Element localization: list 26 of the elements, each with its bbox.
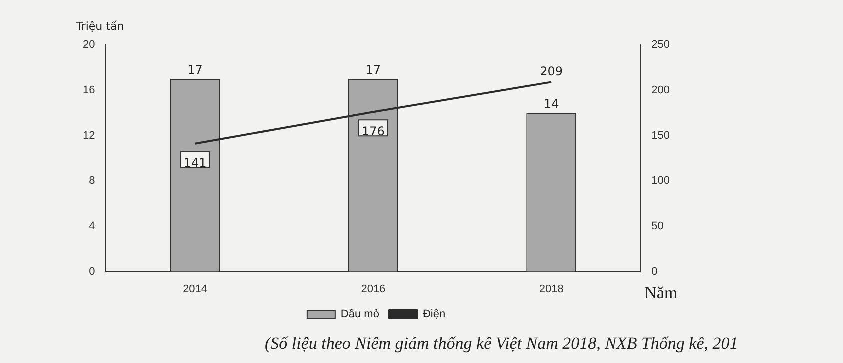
y2-tick-label: 250 <box>652 39 670 52</box>
y-tick-label: 16 <box>82 84 96 96</box>
data-label: 209 <box>540 64 564 78</box>
y-axis-title: Triệu tấn <box>75 20 124 33</box>
legend-label: Điện <box>422 308 446 321</box>
y-tick-label: 8 <box>89 175 96 188</box>
legend-label: Dầu mỏ <box>340 308 380 321</box>
y-tick-label: 12 <box>82 130 96 142</box>
y-tick-label: 20 <box>82 39 96 52</box>
data-label: 17 <box>188 63 203 78</box>
y-tick-label: 0 <box>89 266 96 278</box>
y-tick-label: 4 <box>89 220 96 232</box>
x-axis-title: Năm <box>644 283 678 302</box>
text: (Số liệu theo Niêm giám thống kê Việt Nam 2018, NXB Thống kê, 201 <box>265 334 738 354</box>
y2-tick-label: 0 <box>652 266 658 278</box>
data-label: 176 <box>362 124 385 138</box>
data-label: 141 <box>184 156 207 170</box>
data-label: 14 <box>544 97 560 112</box>
x-tick-label: 2014 <box>183 283 208 296</box>
data-label: 17 <box>366 63 382 78</box>
x-tick-label: 2016 <box>361 283 386 296</box>
y2-tick-label: 200 <box>652 84 670 96</box>
y2-tick-label: 50 <box>652 220 664 232</box>
x-tick-label: 2018 <box>539 283 564 296</box>
y2-tick-label: 100 <box>652 175 670 188</box>
y2-tick-label: 150 <box>652 130 670 142</box>
